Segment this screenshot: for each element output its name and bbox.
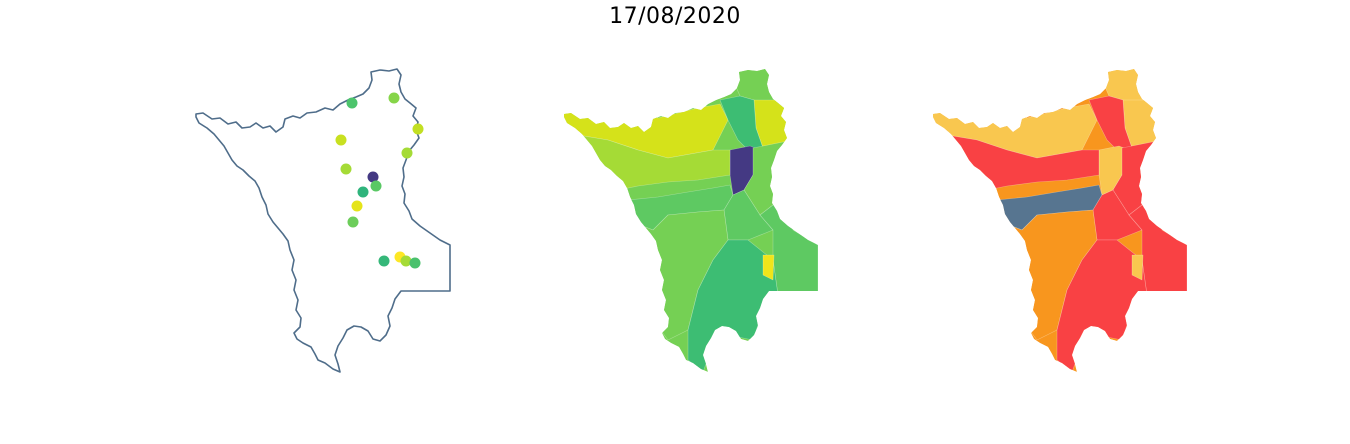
sample-point [347, 216, 359, 228]
sample-point [351, 200, 363, 212]
risk-map-panel [933, 69, 1187, 372]
sample-point [335, 134, 347, 146]
sample-point [409, 257, 421, 269]
risk-region-pocket [1131, 254, 1144, 281]
sample-point [357, 186, 369, 198]
sample-point [346, 97, 358, 109]
choropleth-region-nw-top [564, 99, 729, 159]
sample-point [401, 147, 413, 159]
points-layer [335, 92, 424, 269]
sample-point [412, 123, 424, 135]
sample-point [367, 171, 379, 183]
choropleth-map-panel [564, 69, 818, 372]
sample-point [340, 163, 352, 175]
points-map-panel [195, 68, 451, 373]
choropleth-region-pocket [762, 254, 775, 281]
sample-point [388, 92, 400, 104]
sample-point [370, 180, 382, 192]
state-outline [195, 68, 451, 373]
sample-point [400, 255, 412, 267]
map-title: 17/08/2020 [609, 4, 741, 29]
risk-region-nw-top [933, 99, 1098, 159]
sample-point [378, 255, 390, 267]
